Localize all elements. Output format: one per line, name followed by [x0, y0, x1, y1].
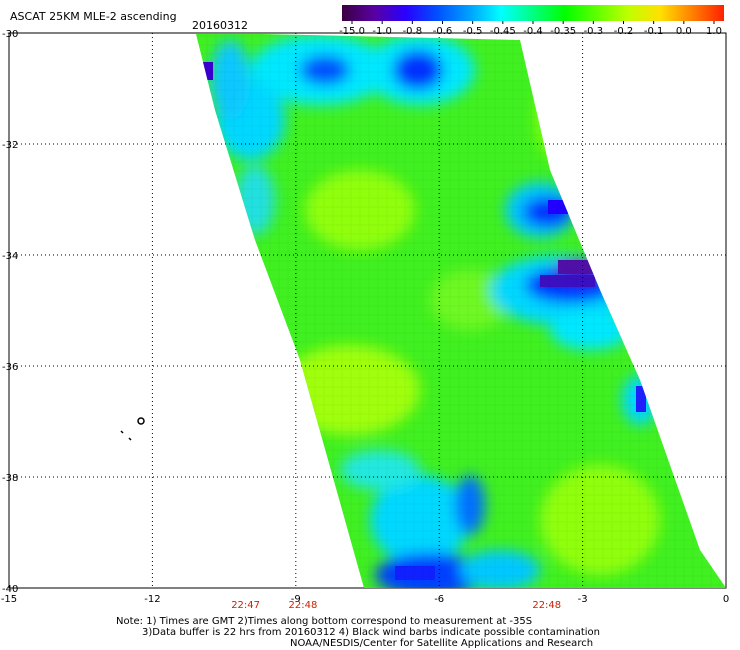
color-scale-label: -0.45: [490, 26, 516, 37]
color-scale-label: 0.0: [676, 26, 692, 37]
color-scale-gradient: [342, 5, 724, 21]
lon-tick-label: -9: [291, 594, 301, 605]
lon-tick-label: -15: [1, 594, 17, 605]
lon-tick-label: -12: [144, 594, 160, 605]
color-scale-label: 1.0: [706, 26, 722, 37]
color-scale-bar: -15.0 -1.0 -0.8 -0.6 -0.5 -0.45 -0.4 -0.35 -0.3-…: [339, 5, 724, 37]
chart-title: ASCAT 25KM MLE-2 ascending: [10, 10, 177, 23]
color-scale-label: -0.4: [523, 26, 543, 37]
latitude-tick-labels: -30 -32 -34 -36 -38 -40: [2, 29, 18, 595]
color-scale-label: -0.35: [550, 26, 576, 37]
note-line-1: Note: 1) Times are GMT 2)Times along bot…: [116, 616, 533, 627]
lat-tick-label: -32: [2, 140, 18, 151]
lat-tick-label: -38: [2, 473, 18, 484]
time-label: 22:48: [532, 600, 561, 611]
lon-tick-label: -3: [578, 594, 588, 605]
color-scale-label: -0.5: [463, 26, 483, 37]
lat-tick-label: -40: [2, 584, 18, 595]
color-scale-label: -0.6: [433, 26, 453, 37]
color-scale-label: -1.0: [372, 26, 392, 37]
lat-tick-label: -34: [2, 251, 18, 262]
lon-tick-label: 0: [723, 594, 729, 605]
color-scale-label: -0.3: [584, 26, 604, 37]
lat-tick-label: -36: [2, 362, 18, 373]
graticule-grid: [9, 33, 726, 588]
color-scale-label: -0.1: [644, 26, 664, 37]
note-line-3: NOAA/NESDIS/Center for Satellite Applica…: [290, 638, 594, 649]
time-label: 22:47: [231, 600, 260, 611]
chart-date: 20160312: [192, 19, 248, 32]
note-line-2: 3)Data buffer is 22 hrs from 20160312 4)…: [142, 627, 600, 638]
lat-tick-label: -30: [2, 29, 18, 40]
color-scale-label: -0.2: [614, 26, 634, 37]
time-labels: 22:47 22:48 22:48: [231, 600, 561, 611]
longitude-tick-labels: -15 -12 -9 -6 -3 0: [1, 594, 729, 605]
color-scale-label: -15.0: [339, 26, 365, 37]
color-scale-label: -0.8: [403, 26, 423, 37]
time-label: 22:48: [289, 600, 318, 611]
lon-tick-label: -6: [434, 594, 444, 605]
wind-barb-marks: [120, 417, 145, 441]
